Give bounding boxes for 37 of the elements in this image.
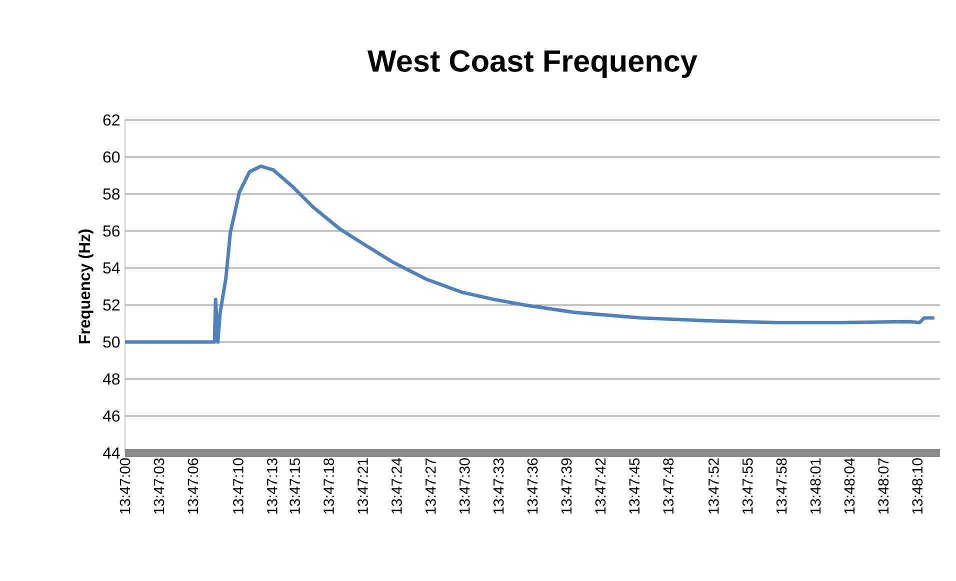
x-tick-label: 13:47:39 [561, 458, 572, 514]
x-tick-label: 13:47:03 [154, 458, 164, 514]
x-tick-label: 13:48:04 [844, 458, 855, 514]
x-tick-label: 13:47:27 [425, 458, 436, 514]
y-tick-label: 50 [103, 336, 120, 348]
x-tick-label: 13:47:24 [392, 458, 402, 514]
x-tick-label: 13:47:42 [595, 458, 606, 514]
y-tick-label: 52 [103, 299, 120, 311]
chart-title: West Coast Frequency [368, 50, 698, 78]
y-tick-label: 56 [103, 225, 120, 237]
y-tick-label: 62 [103, 114, 120, 126]
x-tick-label: 13:47:52 [708, 458, 719, 514]
x-tick-label: 13:47:18 [324, 458, 334, 514]
y-axis-title: Frequency (Hz) [78, 230, 94, 344]
x-tick-label: 13:47:45 [629, 458, 640, 514]
x-tick-label: 13:47:21 [358, 458, 368, 514]
x-tick-label: 13:47:48 [663, 458, 674, 514]
x-tick-label: 13:47:30 [459, 458, 470, 514]
x-tick-label: 13:47:06 [188, 458, 198, 514]
y-tick-label: 44 [102, 447, 120, 458]
x-tick-label: 13:47:10 [233, 458, 244, 514]
x-tick-label: 13:47:36 [527, 458, 538, 514]
x-tick-label: 13:48:10 [912, 458, 923, 514]
line-series [123, 164, 936, 344]
x-tick-label: 13:47:58 [776, 458, 787, 514]
y-tick-label: 54 [103, 262, 120, 274]
x-tick-label: 13:48:07 [878, 458, 889, 514]
y-tick-label: 60 [103, 151, 120, 163]
x-tick-label: 13:48:01 [810, 458, 821, 514]
x-tick-label: 13:47:33 [493, 458, 504, 514]
y-tick-label: 58 [103, 188, 120, 200]
x-tick-label: 13:47:13 [266, 458, 278, 514]
y-tick-label: 48 [102, 373, 120, 385]
x-tick-label: 13:47:55 [742, 458, 753, 514]
x-tick-label: 13:47:00 [120, 458, 130, 514]
x-tick-label: 13:47:15 [290, 458, 300, 514]
y-tick-label: 46 [102, 410, 120, 422]
